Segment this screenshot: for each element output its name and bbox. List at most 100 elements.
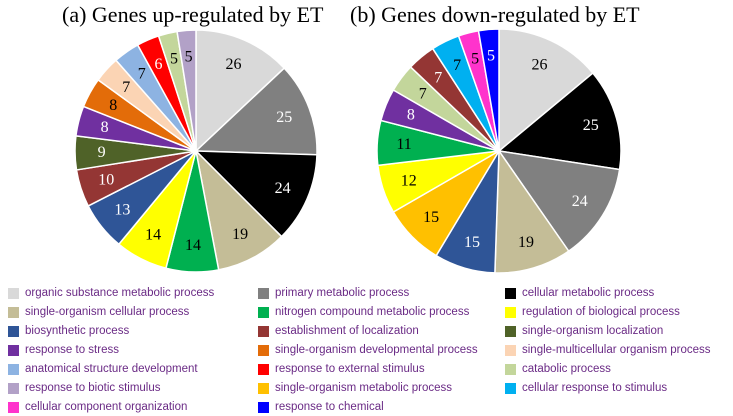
legend-item: regulation of biological process <box>505 303 680 321</box>
slice-value-label: 6 <box>155 56 163 73</box>
slice-value-label: 7 <box>434 69 442 86</box>
legend-item: organic substance metabolic process <box>8 284 214 302</box>
slice-value-label: 5 <box>170 51 178 68</box>
legend-label: cellular response to stimulus <box>522 382 668 394</box>
legend-label: response to external stimulus <box>275 363 425 375</box>
legend-swatch <box>8 287 19 299</box>
slice-value-label: 7 <box>453 57 461 74</box>
legend-label: establishment of localization <box>275 325 419 337</box>
legend-label: single-organism cellular process <box>25 306 190 318</box>
legend: organic substance metabolic process prim… <box>0 284 733 414</box>
legend-swatch <box>505 306 516 318</box>
slice-value-label: 5 <box>487 48 495 65</box>
slice-value-label: 9 <box>98 144 106 161</box>
slice-value-label: 14 <box>145 227 161 244</box>
legend-item: single-organism cellular process <box>8 303 189 321</box>
legend-label: response to chemical <box>275 401 384 413</box>
legend-item: response to stress <box>8 341 119 359</box>
slice-value-label: 13 <box>114 202 130 219</box>
legend-label: biosynthetic process <box>25 325 130 337</box>
slice-value-label: 8 <box>109 97 117 114</box>
slice-value-label: 7 <box>122 79 130 96</box>
legend-item: single-multicellular organism process <box>505 341 711 359</box>
legend-item: single-organism metabolic process <box>258 379 452 397</box>
legend-item: anatomical structure development <box>8 360 198 378</box>
slice-value-label: 11 <box>396 136 411 153</box>
legend-item: single-organism localization <box>505 322 663 340</box>
legend-label: single-organism localization <box>522 325 664 337</box>
legend-swatch <box>258 344 269 356</box>
legend-swatch <box>258 287 269 299</box>
legend-swatch <box>8 401 19 413</box>
legend-label: catabolic process <box>522 363 611 375</box>
slice-value-label: 19 <box>232 226 248 243</box>
pie-slice <box>195 29 286 153</box>
legend-swatch <box>505 325 516 337</box>
legend-label: cellular metabolic process <box>522 287 655 299</box>
pie-slice <box>176 29 197 152</box>
legend-item: primary metabolic process <box>258 284 409 302</box>
legend-swatch <box>505 344 516 356</box>
legend-label: cellular component organization <box>25 401 188 413</box>
slice-value-label: 10 <box>98 172 114 189</box>
legend-item: cellular response to stimulus <box>505 379 667 397</box>
legend-swatch <box>258 401 269 413</box>
slice-value-label: 15 <box>464 234 480 251</box>
slice-value-label: 15 <box>423 209 439 226</box>
chart-b-title: (b) Genes down-regulated by ET <box>350 2 640 27</box>
legend-item: response to chemical <box>258 398 384 416</box>
slice-value-label: 5 <box>185 48 193 65</box>
legend-item: nitrogen compound metabolic process <box>258 303 469 321</box>
slice-value-label: 8 <box>407 106 415 123</box>
slice-value-label: 25 <box>583 117 599 134</box>
legend-item: single-organism developmental process <box>258 341 478 359</box>
pie-slice <box>194 67 318 156</box>
legend-swatch <box>258 306 269 318</box>
legend-item: biosynthetic process <box>8 322 129 340</box>
legend-swatch <box>8 306 19 318</box>
slice-value-label: 24 <box>275 180 291 197</box>
slice-value-label: 26 <box>531 56 547 73</box>
slice-value-label: 25 <box>276 109 292 126</box>
legend-item: response to biotic stimulus <box>8 379 161 397</box>
slice-value-label: 7 <box>138 65 146 82</box>
slice-value-label: 8 <box>101 119 109 136</box>
legend-label: single-organism metabolic process <box>275 382 453 394</box>
chart-a-title: (a) Genes up-regulated by ET <box>62 2 324 27</box>
legend-label: nitrogen compound metabolic process <box>275 306 470 318</box>
legend-label: primary metabolic process <box>275 287 410 299</box>
legend-item: response to external stimulus <box>258 360 425 378</box>
legend-item: establishment of localization <box>258 322 419 340</box>
slice-value-label: 19 <box>518 234 534 251</box>
legend-item: cellular metabolic process <box>505 284 654 302</box>
legend-swatch <box>8 344 19 356</box>
pie-slice <box>477 28 500 152</box>
legend-item: cellular component organization <box>8 398 187 416</box>
legend-item: catabolic process <box>505 360 611 378</box>
pie-slice <box>494 148 570 274</box>
legend-label: organic substance metabolic process <box>25 287 215 299</box>
legend-swatch <box>505 363 516 375</box>
legend-swatch <box>505 382 516 394</box>
pie-slice <box>497 72 622 171</box>
legend-label: single-organism developmental process <box>275 344 478 356</box>
legend-swatch <box>258 325 269 337</box>
slice-value-label: 26 <box>225 56 241 73</box>
slice-value-label: 7 <box>419 86 427 103</box>
slice-value-label: 24 <box>572 193 588 210</box>
legend-swatch <box>8 363 19 375</box>
slice-value-label: 5 <box>471 50 479 67</box>
legend-label: regulation of biological process <box>522 306 680 318</box>
legend-label: response to biotic stimulus <box>25 382 161 394</box>
slice-value-label: 14 <box>185 237 201 254</box>
pie-slice <box>498 28 594 153</box>
legend-swatch <box>258 382 269 394</box>
pie-slice <box>194 150 318 238</box>
legend-swatch <box>8 325 19 337</box>
legend-swatch <box>505 287 516 299</box>
pie-slice <box>497 149 621 253</box>
legend-label: single-multicellular organism process <box>522 344 711 356</box>
